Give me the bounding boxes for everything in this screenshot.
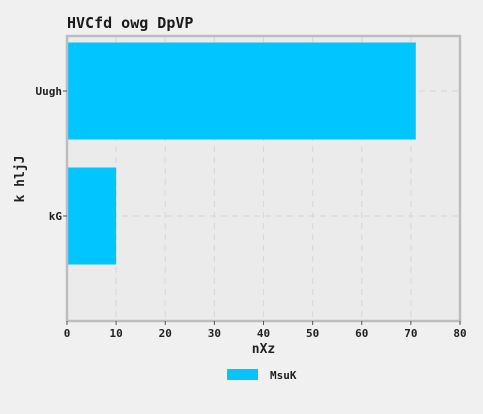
x-tick-label: 60 <box>355 327 368 340</box>
x-tick-label: 10 <box>110 327 123 340</box>
x-tick-label: 50 <box>306 327 319 340</box>
x-tick-label: 40 <box>257 327 270 340</box>
x-tick-label: 20 <box>159 327 172 340</box>
legend-swatch <box>227 369 258 380</box>
x-tick-label: 30 <box>208 327 221 340</box>
legend-label: MsuK <box>270 369 297 382</box>
x-tick-label: 0 <box>64 327 71 340</box>
chart-title: HVCfd owg DpVP <box>67 14 193 32</box>
x-tick-label: 70 <box>404 327 417 340</box>
x-tick-label: 80 <box>453 327 466 340</box>
y-tick-label: kG <box>49 210 63 223</box>
legend: MsuK <box>227 369 297 382</box>
y-tick-label: Uugh <box>36 85 63 98</box>
bar-uugh <box>67 42 416 140</box>
x-axis-label: nXz <box>252 342 275 357</box>
y-axis-label: k hljJ <box>13 156 28 203</box>
plot-area: 0 10 20 30 40 50 60 70 80 Uugh kG <box>36 34 467 340</box>
bar-kg <box>67 167 117 265</box>
